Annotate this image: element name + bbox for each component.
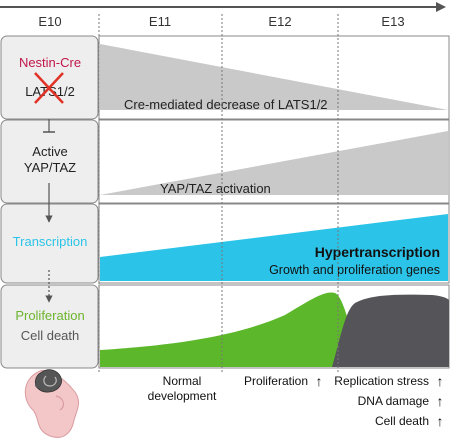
nestin-cre-label: Nestin-Cre (19, 55, 81, 70)
dna-up-arrow-icon: ↑ (437, 393, 444, 409)
timeline-arrowhead (436, 2, 446, 12)
proliferation-annotation: Proliferation (244, 374, 308, 388)
replication-up-arrow-icon: ↑ (437, 373, 444, 389)
normal-label-line2: development (148, 389, 217, 403)
cell-death-annotation: Cell death (375, 414, 429, 428)
stage-label-e11: E11 (149, 14, 171, 29)
proliferation-label: Proliferation (15, 308, 84, 323)
yap-description: YAP/TAZ activation (160, 181, 271, 196)
lats-label: LATS1/2 (25, 84, 75, 99)
hypertranscription-subtitle: Growth and proliferation genes (269, 263, 440, 277)
normal-label-line1: Normal (163, 374, 202, 388)
proliferation-label-panel (0, 284, 99, 369)
dna-damage-annotation: DNA damage (358, 394, 430, 408)
latS-decrease-wedge (100, 44, 448, 110)
knockout-cross-icon (34, 72, 64, 104)
cre-label-panel (0, 35, 99, 120)
transcription-band (100, 214, 448, 281)
proliferation-curve (100, 292, 365, 367)
proliferation-up-arrow-icon: ↑ (316, 373, 323, 389)
embryo-illustration (24, 369, 80, 438)
yap-taz-label: YAP/TAZ (24, 160, 76, 175)
death-up-arrow-icon: ↑ (437, 413, 444, 429)
cell-death-label: Cell death (21, 328, 80, 343)
stage-label-e12: E12 (268, 14, 291, 29)
cell-death-curve (332, 294, 449, 367)
yap-activation-wedge (100, 131, 448, 195)
hypertranscription-title: Hypertranscription (315, 244, 440, 260)
stage-label-e13: E13 (381, 14, 404, 29)
cre-description: Cre-mediated decrease of LATS1/2 (124, 97, 328, 112)
active-label: Active (32, 144, 67, 159)
transcription-label: Transcription (13, 234, 88, 249)
replication-stress-annotation: Replication stress (334, 374, 429, 388)
stage-label-e10: E10 (38, 14, 61, 29)
